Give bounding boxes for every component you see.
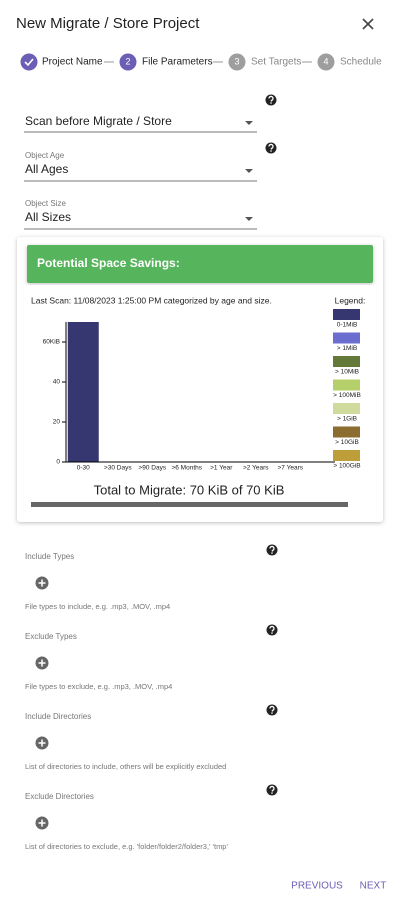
- legend-label: > 10GiB: [335, 439, 359, 446]
- filter-label: Include Types: [25, 552, 74, 561]
- help-glyph: [269, 545, 275, 552]
- help-dot: [271, 712, 273, 714]
- step-label: File Parameters: [142, 57, 213, 68]
- progress-bar: [31, 502, 348, 507]
- add-button[interactable]: [35, 656, 49, 670]
- legend-label: > 100MiB: [333, 392, 361, 399]
- help-glyph: [268, 143, 274, 150]
- select-value: All Sizes: [25, 210, 71, 224]
- step-label: Set Targets: [251, 57, 301, 68]
- help-icon[interactable]: [266, 704, 278, 716]
- filter-hint: List of directories to include, others w…: [25, 762, 226, 771]
- field-label: Object Size: [25, 199, 66, 208]
- previous-button[interactable]: PREVIOUS: [291, 881, 343, 892]
- card-title: Potential Space Savings:: [37, 256, 180, 270]
- step-number: 3: [234, 56, 239, 66]
- filter-hint: File types to exclude, e.g. .mp3, .MOV, …: [25, 682, 172, 691]
- x-tick-label: >2 Years: [243, 465, 269, 472]
- step-label: Project Name: [42, 57, 103, 68]
- step-icon: [20, 53, 38, 71]
- y-tick-label: 60KiB: [43, 339, 60, 346]
- close-button[interactable]: [362, 18, 374, 30]
- y-tick-label: 0: [56, 459, 60, 466]
- legend-title: Legend:: [335, 295, 366, 305]
- y-tick-label: 40: [53, 379, 61, 386]
- help-glyph: [268, 95, 274, 102]
- filters: Include Types File types to include, e.g.…: [25, 552, 228, 851]
- x-tick-label: >90 Days: [138, 465, 166, 472]
- legend-swatch: [333, 379, 360, 391]
- select-value: All Ages: [25, 162, 68, 176]
- select-value: Scan before Migrate / Store: [25, 114, 172, 128]
- x-tick-label: >6 Months: [171, 465, 202, 472]
- x-tick-label: >1 Year: [210, 465, 233, 472]
- filter-hint: File types to include, e.g. .mp3, .MOV, …: [25, 602, 170, 611]
- help-icon[interactable]: [265, 94, 277, 106]
- object-age-select[interactable]: Object Age All Ages: [24, 151, 257, 182]
- add-button[interactable]: [35, 576, 49, 590]
- total-to-migrate: Total to Migrate: 70 KiB of 70 KiB: [94, 482, 285, 497]
- step-icon: [228, 53, 246, 71]
- savings-card: [17, 237, 383, 522]
- check-icon: [24, 58, 34, 67]
- legend-swatch: [333, 450, 360, 461]
- dialog-title: New Migrate / Store Project: [16, 15, 200, 32]
- legend-label: > 1GiB: [337, 416, 357, 423]
- help-dot: [271, 632, 273, 634]
- field-label: Object Age: [25, 151, 65, 160]
- legend-swatch: [333, 426, 360, 438]
- help-dot: [270, 150, 272, 152]
- help-dot: [270, 102, 272, 104]
- x-tick-label: >30 Days: [104, 465, 132, 472]
- y-tick-label: 20: [53, 419, 61, 426]
- help-icon[interactable]: [266, 624, 278, 636]
- chart: 0 20 40 60KiB 0-30 >30 Days >90 Days >6 Months >…: [43, 309, 361, 472]
- help-glyph: [269, 785, 275, 792]
- step-icon: [119, 53, 137, 71]
- legend-label: 0-1MiB: [337, 322, 358, 329]
- chart-subtitle: Last Scan: 11/08/2023 1:25:00 PM categor…: [31, 295, 272, 305]
- legend-label: > 100GiB: [333, 463, 360, 470]
- x-tick-label: >7 Years: [278, 465, 304, 472]
- filter-label: Exclude Types: [25, 632, 77, 641]
- step-icon: [317, 53, 335, 71]
- legend-label: > 10MiB: [335, 369, 359, 376]
- add-plus: [38, 579, 46, 587]
- add-plus: [38, 739, 46, 747]
- legend-swatch: [333, 403, 360, 414]
- card-header: [27, 245, 373, 283]
- help-icon[interactable]: [266, 784, 278, 796]
- help-glyph: [269, 625, 275, 632]
- legend-swatch: [333, 309, 360, 320]
- help-dot: [271, 552, 273, 554]
- add-plus: [38, 819, 46, 827]
- step-number: 2: [125, 56, 130, 66]
- filter-label: Include Directories: [25, 712, 91, 721]
- filter-label: Exclude Directories: [25, 792, 94, 801]
- object-size-select[interactable]: Object Size All Sizes: [24, 199, 257, 230]
- add-button[interactable]: [35, 736, 49, 750]
- legend-swatch: [333, 332, 360, 344]
- add-plus: [38, 659, 46, 667]
- legend-label: > 1MiB: [337, 345, 357, 352]
- bar-segment: [67, 322, 99, 462]
- add-button[interactable]: [35, 816, 49, 830]
- help-dot: [271, 792, 273, 794]
- next-button[interactable]: NEXT: [360, 881, 387, 892]
- step-number: 4: [323, 56, 328, 66]
- help-icon[interactable]: [266, 544, 278, 556]
- help-glyph: [269, 705, 275, 712]
- filter-hint: List of directories to exclude, e.g. 'fo…: [25, 842, 228, 851]
- legend-swatch: [333, 356, 360, 367]
- scan-mode-select[interactable]: Scan before Migrate / Store: [24, 114, 257, 133]
- step-label: Schedule: [340, 57, 382, 68]
- help-icon[interactable]: [265, 142, 277, 154]
- x-tick-label: 0-30: [77, 465, 90, 472]
